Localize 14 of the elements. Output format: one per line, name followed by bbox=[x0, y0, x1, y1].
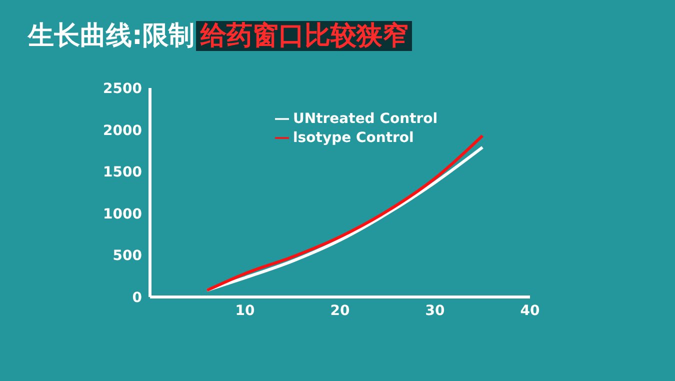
y-tick-label: 500 bbox=[112, 248, 142, 264]
y-tick-label: 2500 bbox=[103, 80, 142, 97]
x-tick-label: 10 bbox=[235, 302, 255, 319]
legend-label: lsotype Control bbox=[293, 130, 414, 146]
legend-label: UNtreated Control bbox=[293, 111, 438, 127]
x-tick-label: 40 bbox=[520, 302, 540, 319]
y-tick-label: 1000 bbox=[103, 206, 142, 222]
y-tick-label: 1500 bbox=[103, 164, 142, 181]
y-tick-label: 0 bbox=[132, 290, 142, 306]
x-tick-label: 20 bbox=[330, 302, 350, 319]
chart-title: 生长曲线:限制 bbox=[28, 21, 194, 51]
x-tick-label: 30 bbox=[425, 302, 445, 319]
chart-subtitle: 给药窗口比较狭窄 bbox=[196, 21, 412, 51]
y-tick-label: 2000 bbox=[103, 122, 142, 139]
